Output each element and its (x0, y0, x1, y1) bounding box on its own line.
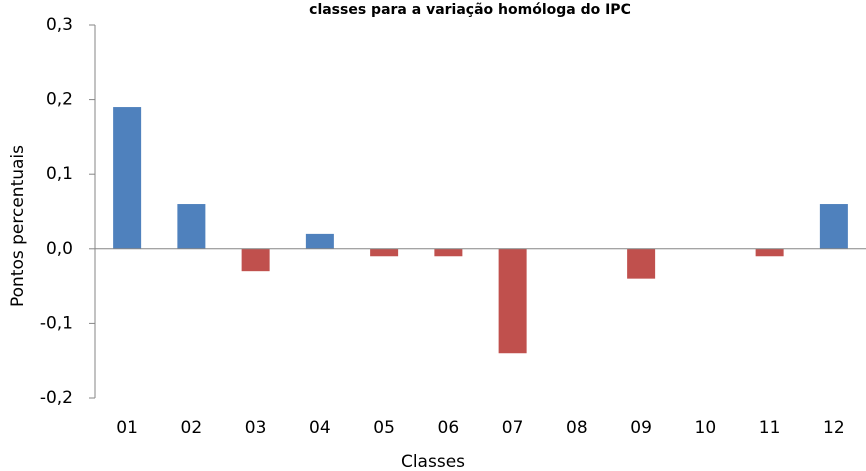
bar (755, 248, 784, 257)
bar (113, 107, 142, 249)
y-axis-label: Pontos percentuais (8, 145, 28, 307)
x-tick-label: 06 (438, 418, 460, 438)
y-tick-label: -0,1 (40, 313, 73, 333)
y-tick-label: 0,0 (46, 239, 73, 259)
x-tick-label: 05 (373, 418, 395, 438)
bar (498, 248, 527, 354)
bar (177, 204, 206, 249)
x-tick-label: 12 (823, 418, 845, 438)
x-tick-label: 07 (502, 418, 524, 438)
x-tick-label: 09 (630, 418, 652, 438)
y-tick-label: 0,3 (46, 15, 73, 35)
y-tick-label: 0,1 (46, 164, 73, 184)
y-tick-label: -0,2 (40, 388, 73, 408)
bar (819, 204, 848, 249)
x-tick-label: 04 (309, 418, 331, 438)
y-tick-label: 0,2 (46, 90, 73, 110)
x-tick-label: 10 (695, 418, 717, 438)
bar (627, 248, 656, 279)
x-axis-label: Classes (401, 452, 465, 471)
bar (241, 248, 270, 272)
bar (305, 233, 334, 249)
x-tick-label: 03 (245, 418, 267, 438)
x-tick-label: 08 (566, 418, 588, 438)
x-tick-label: 11 (759, 418, 781, 438)
chart-title: classes para a variação homóloga do IPC (309, 2, 631, 18)
x-tick-label: 02 (181, 418, 203, 438)
bar (370, 248, 399, 257)
x-tick-label: 01 (116, 418, 138, 438)
bar (434, 248, 463, 257)
